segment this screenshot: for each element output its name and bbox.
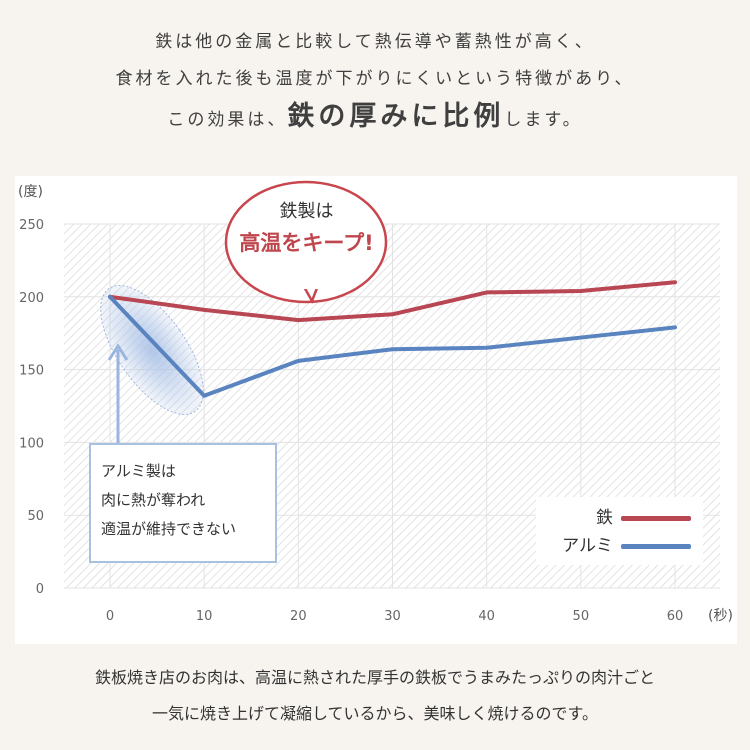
- outro-text: 鉄板焼き店のお肉は、高温に熱された厚手の鉄板でうまみたっぷりの肉汁ごと 一気に焼…: [0, 660, 750, 732]
- y-tick-label: 100: [19, 436, 44, 451]
- x-tick-label: 60: [667, 609, 684, 624]
- x-tick-label: 0: [106, 609, 114, 624]
- intro-line-1: 鉄は他の金属と比較して熱伝導や蓄熱性が高く、: [155, 32, 595, 52]
- bubble-tail-mask: [298, 282, 318, 289]
- legend-label-alu: アルミ: [562, 536, 613, 556]
- x-tick-label: 20: [290, 609, 307, 624]
- x-tick-label: 30: [384, 609, 401, 624]
- outro-line-1: 鉄板焼き店のお肉は、高温に熱された厚手の鉄板でうまみたっぷりの肉汁ごと: [94, 668, 655, 687]
- x-axis-label: (秒): [708, 608, 733, 624]
- intro-line-3-pre: この効果は、: [167, 110, 288, 130]
- x-tick-label: 50: [573, 609, 590, 624]
- iron-callout-line-1: 鉄製は: [279, 201, 334, 222]
- y-tick-labels: 0 50 100 150 200 250: [19, 218, 44, 597]
- y-tick-label: 150: [19, 364, 44, 379]
- legend-item-alu: アルミ: [536, 533, 703, 559]
- y-axis-label: (度): [18, 184, 43, 200]
- x-tick-labels: 0 10 20 30 40 50 60: [106, 609, 683, 624]
- legend-label-iron: 鉄: [596, 508, 613, 528]
- intro-line-3: この効果は、鉄の厚みに比例します。: [0, 98, 750, 139]
- intro-line-2: 食材を入れた後も温度が下がりにくいという特徴があり、: [115, 69, 635, 89]
- outro-line-2: 一気に焼き上げて凝縮しているから、美味しく焼けるのです。: [152, 704, 598, 723]
- iron-callout: 鉄製は 高温をキープ!: [224, 173, 389, 297]
- x-tick-label: 10: [196, 609, 213, 624]
- alu-callout-line-3: 適温が維持できない: [101, 520, 237, 538]
- intro-emphasis: 鉄の厚みに比例: [287, 101, 505, 132]
- alu-callout-line-2: 肉に熱が奪われ: [101, 491, 206, 509]
- alu-highlight: [100, 285, 204, 415]
- legend-item-iron: 鉄: [536, 505, 703, 531]
- chart-legend: 鉄 アルミ: [536, 497, 703, 565]
- intro-line-3-post: します。: [504, 110, 583, 130]
- iron-callout-line-2: 高温をキープ!: [239, 231, 374, 255]
- legend-swatch-iron: [621, 516, 691, 521]
- y-tick-label: 50: [27, 509, 44, 524]
- y-tick-label: 0: [36, 582, 44, 597]
- intro-text: 鉄は他の金属と比較して熱伝導や蓄熱性が高く、 食材を入れた後も温度が下がりにくい…: [0, 24, 750, 139]
- series-layer: [108, 280, 677, 398]
- temperature-chart: 0 50 100 150 200 250 0 10 20 30 40 50 60 (度) (秒): [0, 170, 750, 645]
- y-tick-label: 250: [19, 218, 44, 233]
- alu-callout-line-1: アルミ製は: [101, 462, 176, 480]
- chart-svg: 0 50 100 150 200 250 0 10 20 30 40 50 60 (度) (秒): [15, 176, 737, 644]
- y-tick-label: 200: [19, 291, 44, 306]
- x-tick-label: 40: [478, 609, 495, 624]
- alu-callout: アルミ製は 肉に熱が奪われ 適温が維持できない: [89, 443, 277, 563]
- iron-bubble: [224, 180, 388, 304]
- legend-swatch-alu: [621, 544, 691, 549]
- alu-arrow-head: [107, 343, 129, 361]
